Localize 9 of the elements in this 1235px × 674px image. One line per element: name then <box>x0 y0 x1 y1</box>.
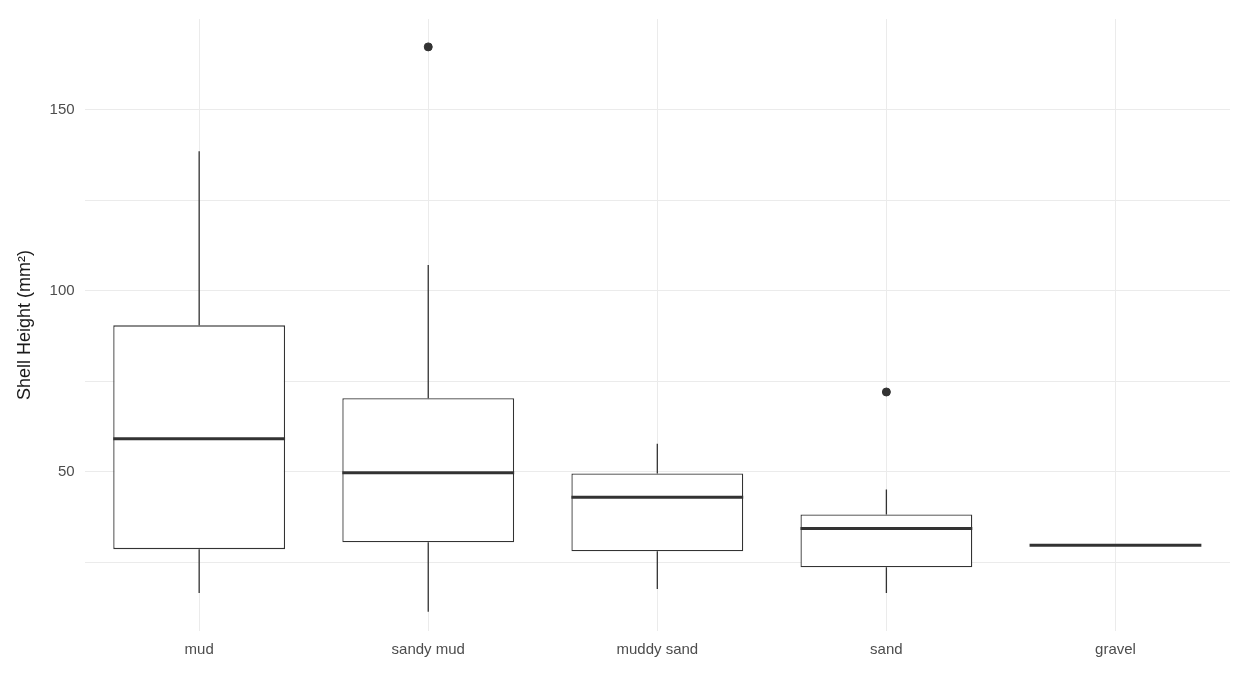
x-tick-label: gravel <box>1095 640 1136 658</box>
y-tick-label: 150 <box>49 99 75 117</box>
x-tick-label: sand <box>870 640 903 658</box>
y-axis-title: Shell Height (mm²) <box>13 249 34 401</box>
y-tick-label: 50 <box>57 461 75 479</box>
x-tick-label: mud <box>184 640 214 658</box>
y-tick-label: 100 <box>49 280 75 298</box>
x-tick-label: muddy sand <box>616 640 699 658</box>
x-tick-label: sandy mud <box>391 640 465 658</box>
